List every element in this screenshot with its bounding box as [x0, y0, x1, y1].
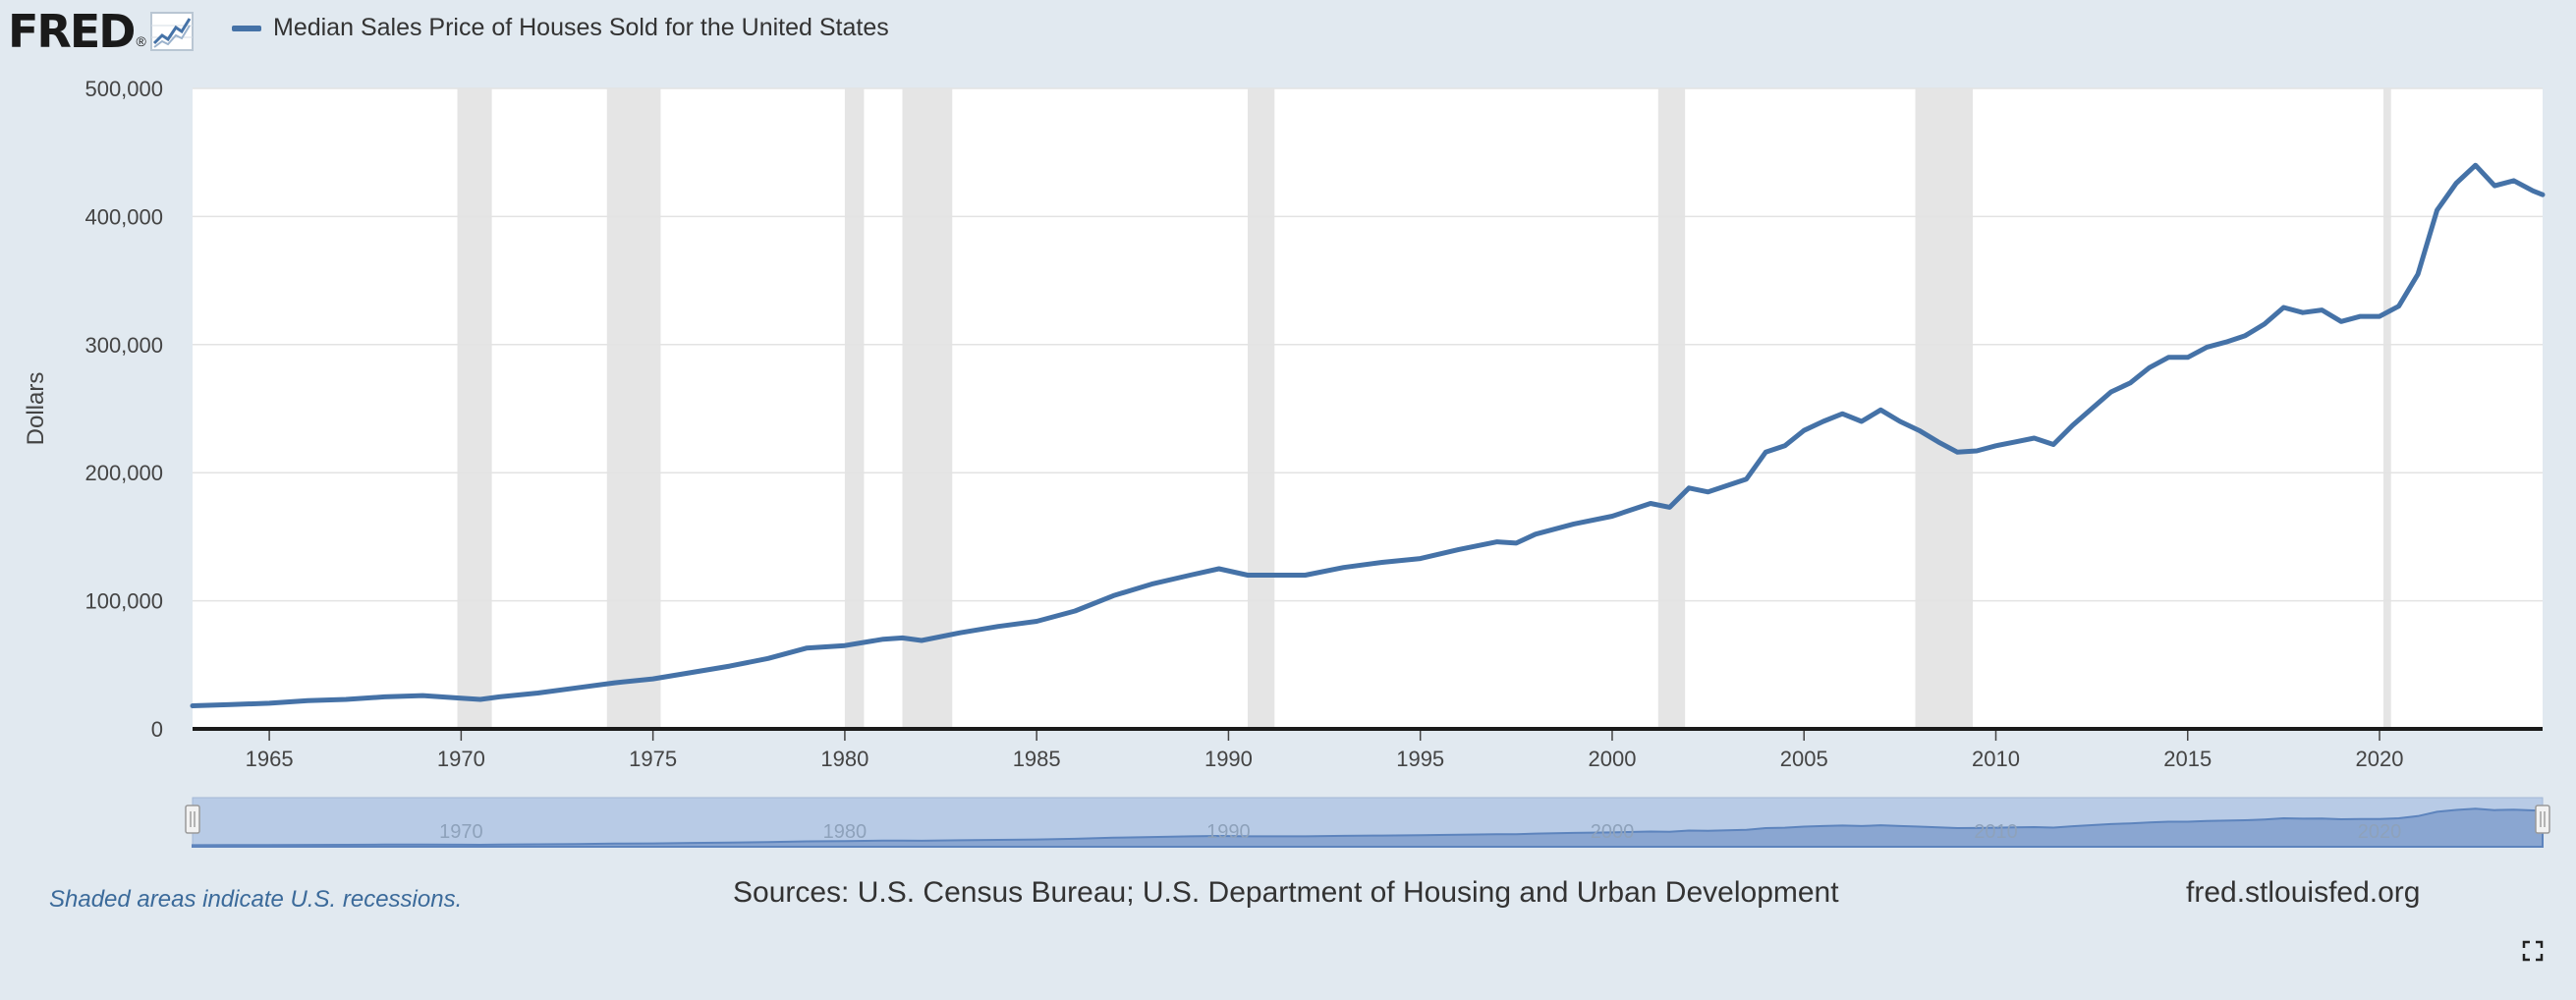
- navigator-tick-label: 2010: [1974, 821, 2018, 843]
- recession-note: Shaded areas indicate U.S. recessions.: [49, 886, 463, 913]
- x-tick-label: 2000: [1588, 747, 1636, 771]
- navigator-tick-label: 2000: [1591, 821, 1635, 843]
- recession-band: [606, 88, 661, 729]
- fred-logo[interactable]: FRED ®: [8, 6, 194, 57]
- y-tick-label: 500,000: [84, 77, 163, 101]
- x-tick-label: 2010: [1972, 747, 2020, 771]
- x-tick-label: 1985: [1013, 747, 1061, 771]
- chart-line-icon: [149, 12, 194, 51]
- x-tick-label: 1975: [629, 747, 677, 771]
- y-tick-label: 300,000: [84, 333, 163, 358]
- recession-band: [1657, 88, 1686, 729]
- navigator-tick-label: 2020: [2358, 821, 2402, 843]
- y-tick-label: 0: [151, 717, 163, 742]
- line-chart: 0 100,000 200,000 300,000 400,000 500,000 Doll…: [23, 77, 2550, 848]
- recession-band: [457, 88, 492, 729]
- recession-band: [1915, 88, 1974, 729]
- logo-text: FRED: [8, 5, 136, 58]
- legend-swatch: [232, 25, 261, 31]
- navigator-series: [192, 807, 2544, 848]
- navigator-tick-label: 1990: [1206, 821, 1251, 843]
- y-tick-label: 200,000: [84, 461, 163, 485]
- x-tick-label: 2005: [1780, 747, 1828, 771]
- navigator-tick-label: 1970: [439, 821, 483, 843]
- navigator-tick-label: 1980: [823, 821, 868, 843]
- x-tick-label: 1980: [820, 747, 868, 771]
- recession-band: [1247, 88, 1275, 729]
- recession-band: [2382, 88, 2391, 729]
- fullscreen-icon[interactable]: [2521, 939, 2545, 963]
- plot-background: [193, 88, 2543, 729]
- y-tick-label: 400,000: [84, 204, 163, 229]
- legend[interactable]: Median Sales Price of Houses Sold for th…: [232, 14, 889, 42]
- x-tick-label: 1965: [246, 747, 294, 771]
- sources-text: Sources: U.S. Census Bureau; U.S. Depart…: [733, 876, 1839, 909]
- x-tick-label: 1970: [437, 747, 485, 771]
- x-tick-label: 1990: [1204, 747, 1253, 771]
- legend-label: Median Sales Price of Houses Sold for th…: [273, 14, 889, 41]
- registered-mark: ®: [136, 33, 146, 49]
- series-line: [190, 162, 2546, 708]
- site-link[interactable]: fred.stlouisfed.org: [2186, 876, 2421, 909]
- x-tick-label: 1995: [1396, 747, 1444, 771]
- recession-band: [902, 88, 953, 729]
- x-tick-label: 2020: [2356, 747, 2404, 771]
- recession-band: [844, 88, 865, 729]
- navigator-handle[interactable]: [185, 805, 200, 834]
- x-tick-label: 2015: [2163, 747, 2212, 771]
- navigator-handle[interactable]: [2535, 805, 2550, 834]
- y-tick-label: 100,000: [84, 589, 163, 614]
- y-axis-title: Dollars: [23, 372, 49, 446]
